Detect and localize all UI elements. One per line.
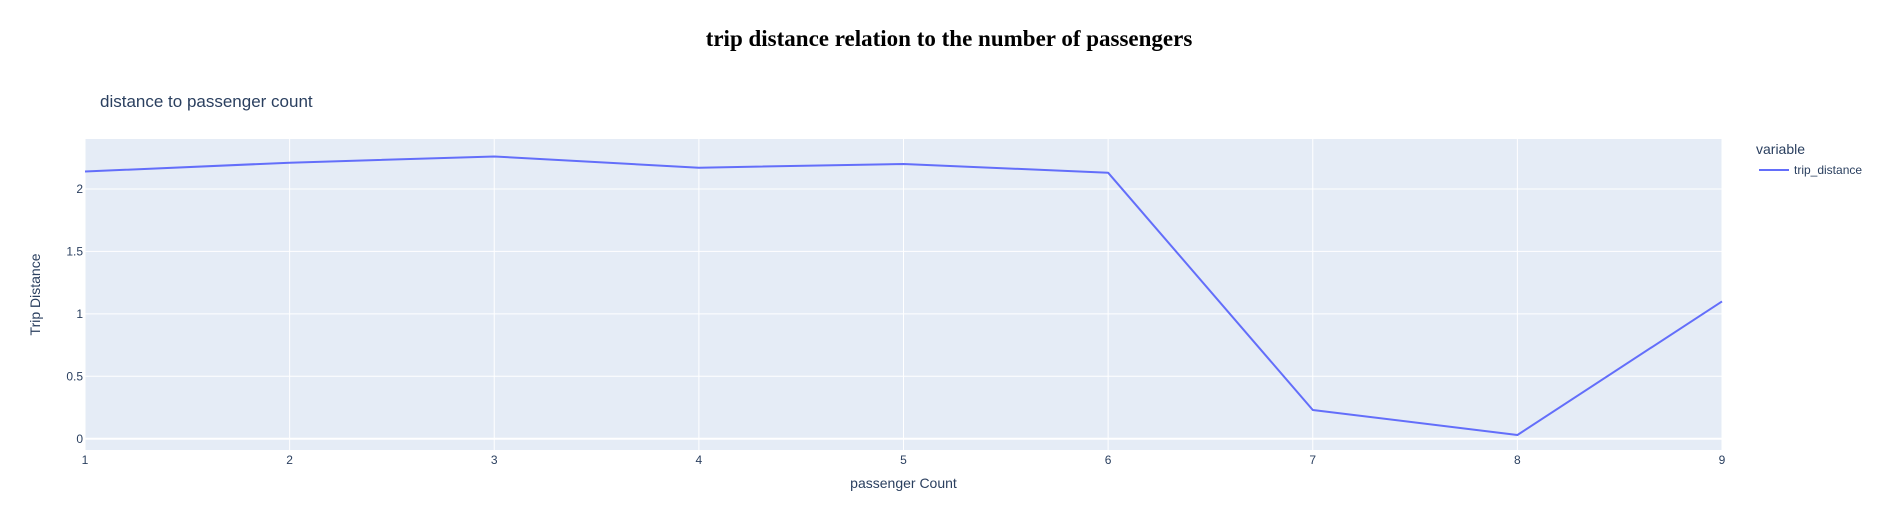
x-tick-label: 7 bbox=[1309, 453, 1316, 467]
x-tick-label: 5 bbox=[900, 453, 907, 467]
x-tick-label: 4 bbox=[696, 453, 703, 467]
chart-title: distance to passenger count bbox=[100, 92, 313, 111]
x-tick-label: 3 bbox=[491, 453, 498, 467]
y-tick-label: 0 bbox=[76, 432, 83, 446]
data-point[interactable] bbox=[79, 165, 91, 177]
data-point[interactable] bbox=[898, 158, 910, 170]
legend-item-trip-distance[interactable]: trip_distance bbox=[1794, 163, 1862, 177]
data-point[interactable] bbox=[693, 162, 705, 174]
data-point[interactable] bbox=[284, 157, 296, 169]
x-tick-label: 6 bbox=[1105, 453, 1112, 467]
data-point[interactable] bbox=[1511, 429, 1523, 441]
x-axis-title: passenger Count bbox=[850, 475, 957, 491]
y-tick-label: 1.5 bbox=[66, 244, 83, 258]
grid-lines bbox=[84, 139, 1723, 450]
legend-title: variable bbox=[1756, 141, 1805, 157]
y-tick-label: 0.5 bbox=[66, 369, 83, 383]
line-chart: distance to passenger count 1 2 3 4 5 6 7 8 9 0 0.… bbox=[27, 92, 1862, 491]
x-tick-label: 1 bbox=[82, 453, 89, 467]
x-tick-label: 2 bbox=[286, 453, 293, 467]
series-line-trip-distance[interactable] bbox=[84, 155, 1723, 436]
legend[interactable]: variable trip_distance bbox=[1756, 141, 1862, 177]
y-tick-label: 1 bbox=[76, 307, 83, 321]
y-tick-label: 2 bbox=[76, 182, 83, 196]
data-point[interactable] bbox=[1307, 404, 1319, 416]
data-point[interactable] bbox=[1102, 167, 1114, 179]
y-axis-title: Trip Distance bbox=[27, 253, 43, 335]
x-tick-label: 9 bbox=[1719, 453, 1726, 467]
data-point[interactable] bbox=[1716, 295, 1728, 307]
tick-labels: 1 2 3 4 5 6 7 8 9 0 0.5 1 1.5 2 bbox=[66, 182, 1725, 467]
x-tick-label: 8 bbox=[1514, 453, 1521, 467]
data-point[interactable] bbox=[488, 150, 500, 162]
page-heading: trip distance relation to the number of … bbox=[705, 26, 1193, 51]
series-layer bbox=[79, 150, 1728, 441]
